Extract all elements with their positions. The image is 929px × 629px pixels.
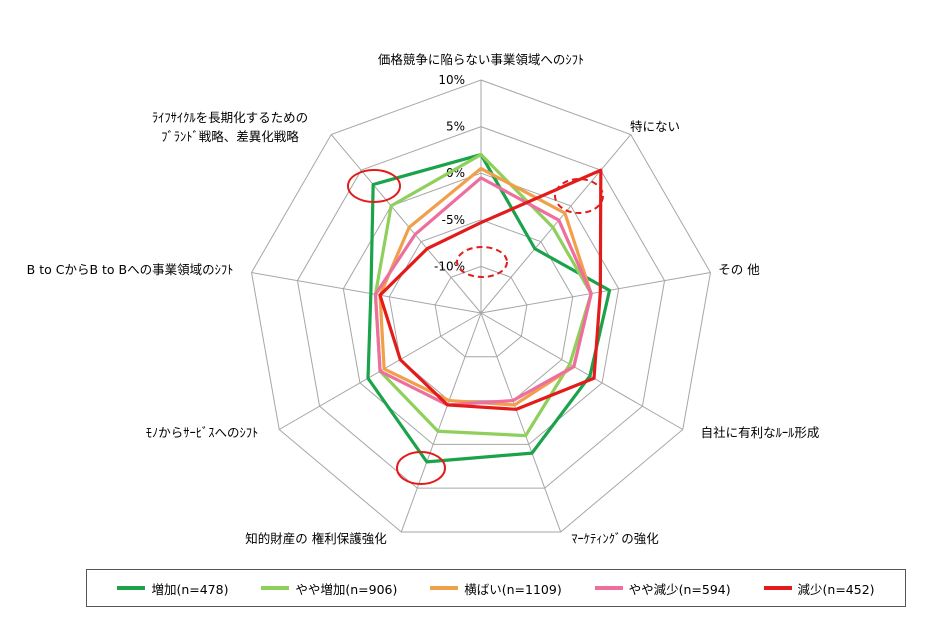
grid-ring [342, 172, 620, 445]
legend-label: 減少(n=452) [797, 581, 875, 597]
legend-item: 減少(n=452) [763, 579, 875, 598]
tick-label: -5% [442, 213, 465, 227]
series-line [373, 152, 593, 438]
legend-item: 横ばい(n=1109) [430, 579, 562, 598]
series-line [373, 176, 593, 407]
legend-label: やや減少(n=594) [628, 581, 731, 597]
grid-spoke [251, 272, 482, 314]
tick-label: 0% [446, 166, 465, 180]
grid-spoke [480, 312, 684, 430]
highlight-circle [347, 169, 401, 203]
radar-chart: 10% 5% 0% -5% -10% 価格競争に陥らない事業領域へのｼﾌﾄ 特にないその … [27, 52, 820, 546]
radar-grid [251, 79, 711, 533]
legend-label: 横ばい(n=1109) [464, 581, 562, 597]
axis-label: ﾓﾉからｻｰﾋﾞｽへのｼﾌﾄ [146, 425, 259, 440]
tick-label: -10% [434, 259, 465, 273]
legend-label: やや増加(n=906) [295, 581, 398, 597]
axis-label: ﾏｰｹﾃｨﾝｸﾞの強化 [571, 531, 659, 546]
highlight-circle [456, 246, 508, 278]
axis-label: 特にない [630, 119, 680, 134]
legend-label: 増加(n=478) [151, 581, 229, 597]
grid-spoke [330, 134, 482, 314]
legend-item: やや増加(n=906) [261, 579, 397, 598]
legend-swatch [594, 586, 623, 590]
tick-label: 5% [446, 120, 465, 134]
legend: 増加(n=478) やや増加(n=906) 横ばい(n=1109) やや減少(n=59… [86, 569, 906, 607]
legend-swatch [763, 586, 792, 590]
axis-label: ﾗｲﾌｻｲｸﾙを長期化するための [152, 110, 308, 125]
grid-ring [251, 79, 711, 533]
axis-label: B to CからB to Bへの事業領域のｼﾌﾄ [27, 262, 234, 277]
tick-label: 10% [438, 73, 465, 87]
series-lines [366, 152, 612, 464]
axis-label: 知的財産の 権利保護強化 [245, 531, 387, 546]
grid-spoke [400, 312, 482, 533]
grid-spoke [480, 134, 632, 314]
grid-ring [434, 265, 528, 358]
highlight-circle [554, 178, 604, 214]
highlight-circle [396, 451, 446, 485]
axis-label: ﾌﾞﾗﾝﾄﾞ戦略、差異化戦略 [161, 129, 299, 144]
grid-ring [296, 126, 666, 489]
axis-label: その 他 [718, 262, 760, 277]
highlight-circles [347, 169, 604, 485]
legend-swatch [430, 586, 459, 590]
legend-item: やや減少(n=594) [594, 579, 731, 598]
series-line [366, 152, 612, 464]
axis-label: 自社に有利なﾙｰﾙ形成 [701, 425, 820, 440]
legend-swatch [117, 586, 146, 590]
series-line [378, 168, 603, 411]
legend-item: 増加(n=478) [117, 579, 228, 598]
grid-spoke [480, 272, 711, 314]
legend-swatch [261, 586, 290, 590]
grid-spoke [480, 312, 562, 533]
axis-label: 価格競争に陥らない事業領域へのｼﾌﾄ [378, 52, 584, 67]
